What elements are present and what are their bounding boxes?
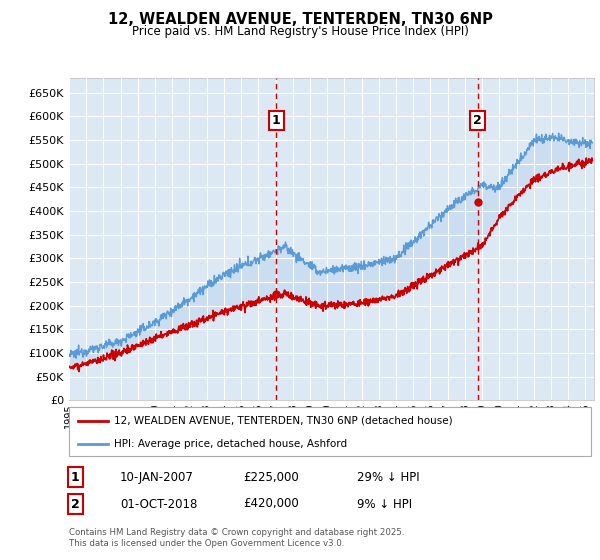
Text: HPI: Average price, detached house, Ashford: HPI: Average price, detached house, Ashf… — [114, 439, 347, 449]
Text: 1: 1 — [272, 114, 280, 127]
Text: Contains HM Land Registry data © Crown copyright and database right 2025.
This d: Contains HM Land Registry data © Crown c… — [69, 528, 404, 548]
Text: Price paid vs. HM Land Registry's House Price Index (HPI): Price paid vs. HM Land Registry's House … — [131, 25, 469, 38]
Text: 2: 2 — [71, 497, 79, 511]
Text: £420,000: £420,000 — [243, 497, 299, 511]
Text: 2: 2 — [473, 114, 482, 127]
Text: 12, WEALDEN AVENUE, TENTERDEN, TN30 6NP: 12, WEALDEN AVENUE, TENTERDEN, TN30 6NP — [107, 12, 493, 27]
Text: 12, WEALDEN AVENUE, TENTERDEN, TN30 6NP (detached house): 12, WEALDEN AVENUE, TENTERDEN, TN30 6NP … — [114, 416, 452, 426]
Text: 9% ↓ HPI: 9% ↓ HPI — [357, 497, 412, 511]
Text: 29% ↓ HPI: 29% ↓ HPI — [357, 470, 419, 484]
Text: 01-OCT-2018: 01-OCT-2018 — [120, 497, 197, 511]
Text: 10-JAN-2007: 10-JAN-2007 — [120, 470, 194, 484]
Text: £225,000: £225,000 — [243, 470, 299, 484]
Text: 1: 1 — [71, 470, 79, 484]
